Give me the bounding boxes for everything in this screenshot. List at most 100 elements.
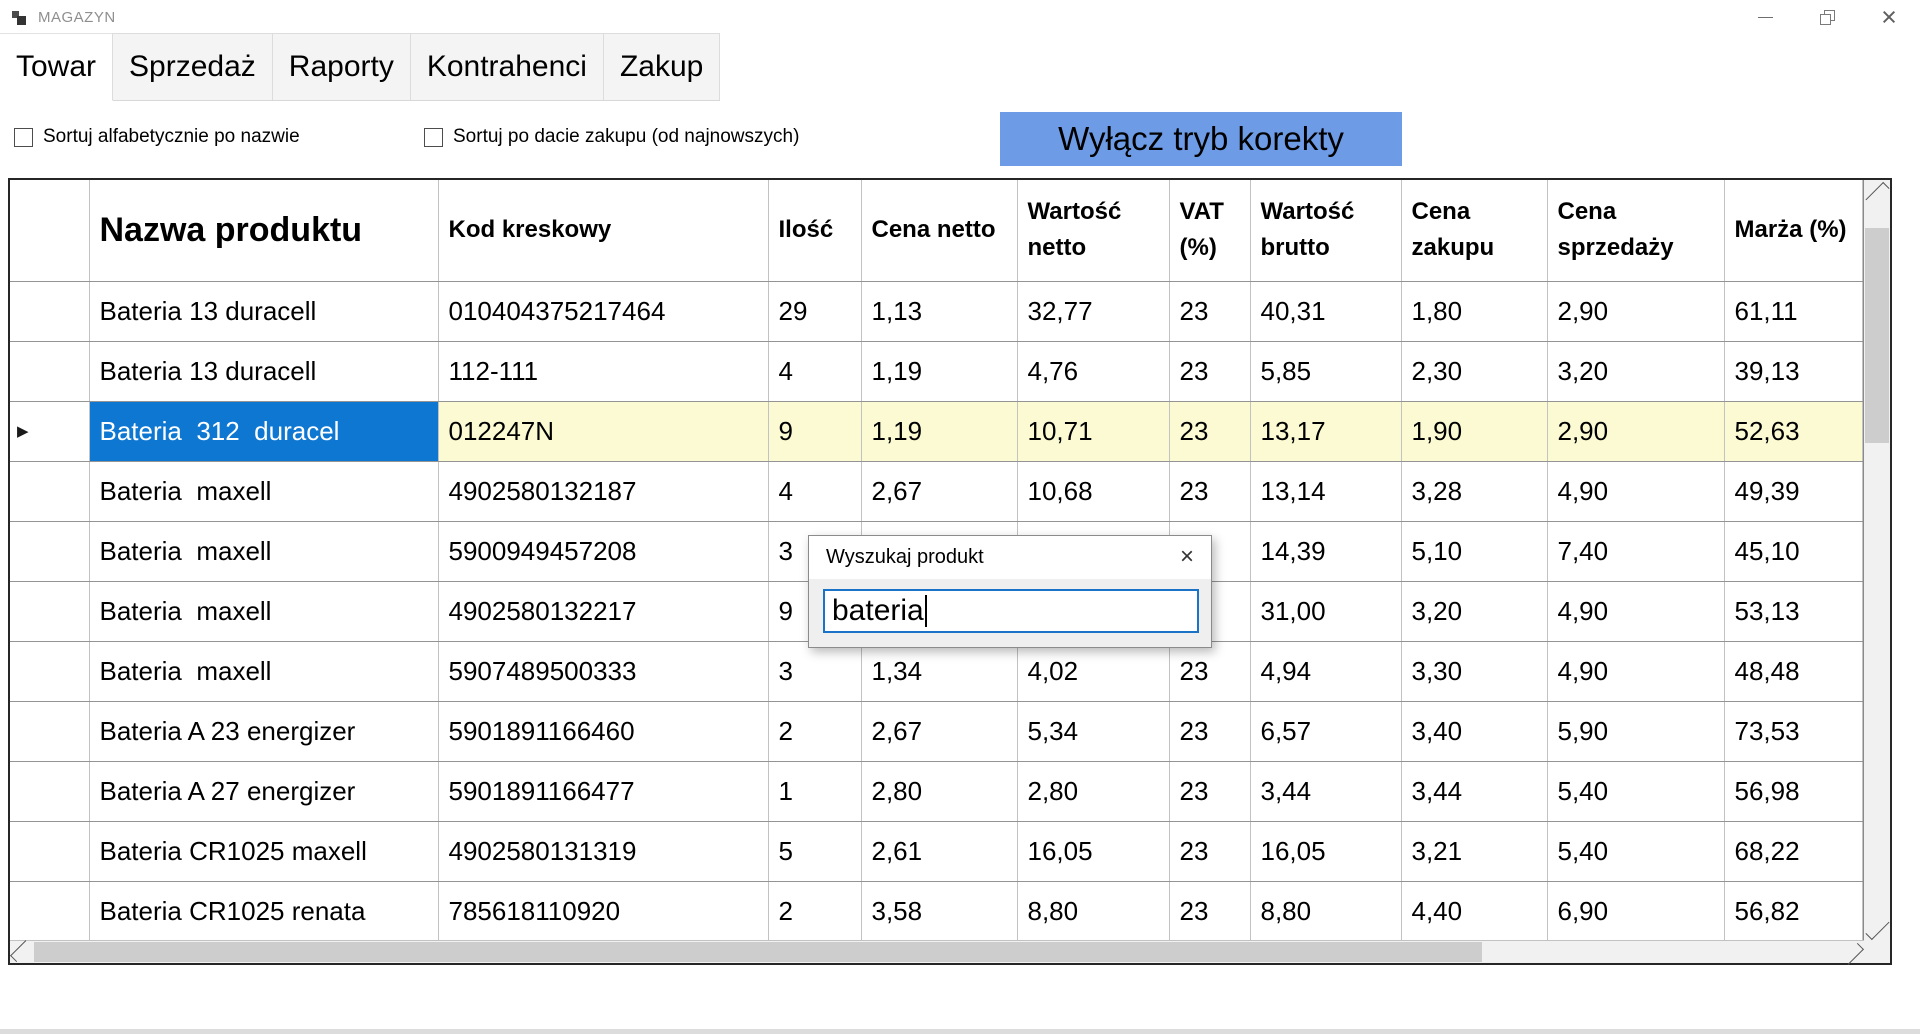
table-cell[interactable]: 4 [768,461,862,522]
table-cell[interactable]: Bateria 13 duracell [89,281,439,342]
table-cell[interactable]: 5 [768,821,862,882]
table-cell[interactable]: 13,14 [1250,461,1402,522]
table-cell[interactable]: 5,40 [1547,761,1725,822]
row-gutter-cell[interactable] [10,701,90,762]
table-cell[interactable]: 3,30 [1401,641,1548,702]
table-cell[interactable]: 16,05 [1250,821,1402,882]
table-row[interactable]: Bateria A 27 energizer 5901891166477 1 2,80… [10,761,1863,822]
table-cell[interactable]: 2,30 [1401,341,1548,402]
table-cell[interactable]: 4902580132217 [438,581,769,642]
tab-zakup[interactable]: Zakup [603,33,721,100]
row-gutter-cell[interactable] [10,881,90,941]
table-cell[interactable]: 2,90 [1547,401,1725,462]
table-cell[interactable]: 13,17 [1250,401,1402,462]
table-cell[interactable]: 012247N [438,401,769,462]
table-cell[interactable]: Bateria maxell [89,581,439,642]
table-cell[interactable]: 49,39 [1724,461,1863,522]
table-cell[interactable]: 56,98 [1724,761,1863,822]
restore-button[interactable] [1796,0,1858,34]
sort-by-date-checkbox[interactable] [424,127,443,147]
table-cell[interactable]: 2,90 [1547,281,1725,342]
table-cell[interactable]: 8,80 [1250,881,1402,941]
table-cell[interactable]: 3,28 [1401,461,1548,522]
vertical-scrollbar[interactable] [1863,180,1890,941]
table-row[interactable]: ▶ Bateria 312 duracel 012247N 9 1,19 10,71 23 1… [10,401,1863,462]
table-row[interactable]: Bateria maxell 5907489500333 3 1,34 4,02 23 4,… [10,641,1863,702]
table-cell[interactable]: Bateria maxell [89,521,439,582]
table-cell[interactable]: 23 [1169,401,1251,462]
table-row[interactable]: Bateria 13 duracell 112-111 4 1,19 4,76 23 5,8… [10,341,1863,402]
table-cell[interactable]: 29 [768,281,862,342]
table-cell[interactable]: 3,20 [1401,581,1548,642]
table-row[interactable]: Bateria maxell 4902580132187 4 2,67 10,68 23 1… [10,461,1863,522]
tab-kontrahenci[interactable]: Kontrahenci [410,33,604,100]
table-cell[interactable]: 56,82 [1724,881,1863,941]
column-header-marza[interactable]: Marża (%) [1724,180,1863,282]
table-cell[interactable]: 3,44 [1401,761,1548,822]
column-header-cena-netto[interactable]: Cena netto [861,180,1018,282]
horizontal-scrollbar[interactable] [10,939,1864,965]
table-cell[interactable]: Bateria A 23 energizer [89,701,439,762]
table-cell[interactable]: 010404375217464 [438,281,769,342]
table-cell[interactable]: 1,80 [1401,281,1548,342]
table-cell[interactable]: 23 [1169,281,1251,342]
row-gutter-cell[interactable] [10,281,90,342]
vertical-scroll-thumb[interactable] [1865,228,1889,443]
table-cell[interactable]: 23 [1169,821,1251,882]
row-gutter-cell[interactable] [10,821,90,882]
table-cell[interactable]: 32,77 [1017,281,1170,342]
table-cell[interactable]: 4,90 [1547,641,1725,702]
table-cell[interactable]: 3,58 [861,881,1018,941]
table-row[interactable]: Bateria 13 duracell 010404375217464 29 1,13… [10,281,1863,342]
row-gutter-cell[interactable] [10,341,90,402]
tab-raporty[interactable]: Raporty [272,33,411,100]
table-cell[interactable]: 5,34 [1017,701,1170,762]
tab-sprzedaz[interactable]: Sprzedaż [113,33,273,100]
table-cell[interactable]: 5,90 [1547,701,1725,762]
table-cell[interactable]: 6,57 [1250,701,1402,762]
scroll-left-button[interactable] [10,939,32,963]
column-header-vat[interactable]: VAT (%) [1169,180,1251,282]
horizontal-scroll-thumb[interactable] [34,942,1482,962]
table-cell[interactable]: 4902580131319 [438,821,769,882]
table-cell[interactable]: 23 [1169,461,1251,522]
table-cell[interactable]: 3 [768,641,862,702]
column-header-cena-zakupu[interactable]: Cena zakupu [1401,180,1548,282]
table-cell[interactable]: 5901891166460 [438,701,769,762]
table-cell[interactable]: 23 [1169,761,1251,822]
table-cell[interactable]: 23 [1169,341,1251,402]
table-cell[interactable]: 4,02 [1017,641,1170,702]
table-cell[interactable]: 5,40 [1547,821,1725,882]
table-cell[interactable]: 2 [768,701,862,762]
table-cell[interactable]: Bateria CR1025 renata [89,881,439,941]
table-cell[interactable]: Bateria maxell [89,641,439,702]
table-cell[interactable]: 5,10 [1401,521,1548,582]
table-cell[interactable]: 14,39 [1250,521,1402,582]
disable-correction-mode-button[interactable]: Wyłącz tryb korekty [1000,112,1402,166]
table-cell[interactable]: 4,90 [1547,461,1725,522]
table-cell[interactable]: 1 [768,761,862,822]
table-cell[interactable]: 1,34 [861,641,1018,702]
row-gutter-cell[interactable] [10,641,90,702]
search-input[interactable]: bateria [823,589,1199,633]
table-cell[interactable]: 5900949457208 [438,521,769,582]
table-cell[interactable]: 10,68 [1017,461,1170,522]
table-cell[interactable]: 4 [768,341,862,402]
table-cell[interactable]: 68,22 [1724,821,1863,882]
table-cell[interactable]: 3,40 [1401,701,1548,762]
table-row[interactable]: Bateria A 23 energizer 5901891166460 2 2,67… [10,701,1863,762]
table-cell[interactable]: 1,19 [861,341,1018,402]
table-cell[interactable]: 31,00 [1250,581,1402,642]
table-cell[interactable]: 23 [1169,881,1251,941]
table-cell[interactable]: 4902580132187 [438,461,769,522]
dialog-close-button[interactable]: × [1179,543,1194,570]
table-cell[interactable]: 4,94 [1250,641,1402,702]
table-cell[interactable]: 9 [768,401,862,462]
table-cell[interactable]: 48,48 [1724,641,1863,702]
table-cell[interactable]: 2,67 [861,461,1018,522]
table-cell[interactable]: Bateria CR1025 maxell [89,821,439,882]
table-cell[interactable]: 23 [1169,641,1251,702]
table-cell[interactable]: 5901891166477 [438,761,769,822]
table-cell[interactable]: 53,13 [1724,581,1863,642]
table-cell[interactable]: 6,90 [1547,881,1725,941]
